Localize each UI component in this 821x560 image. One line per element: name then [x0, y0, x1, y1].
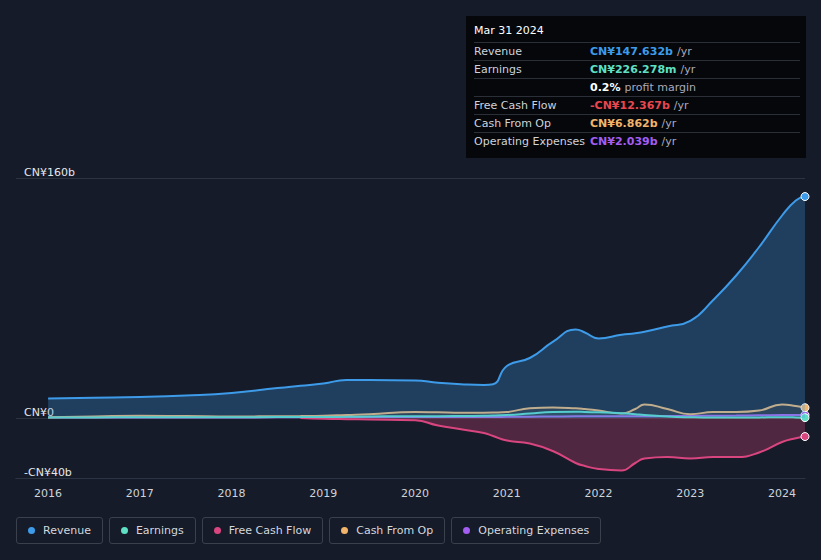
svg-text:2019: 2019 [309, 487, 337, 500]
svg-text:2023: 2023 [676, 487, 704, 500]
svg-text:2018: 2018 [218, 487, 246, 500]
html-text:Earnings: Earnings [474, 63, 522, 76]
svg-text:-CN¥40b: -CN¥40b [24, 466, 72, 479]
html-text:Earnings: Earnings [135, 524, 184, 537]
svg-text:2020: 2020 [401, 487, 429, 500]
html-text:Free Cash Flow: Free Cash Flow [474, 99, 557, 112]
html-text:CN¥226.278m /yr: CN¥226.278m /yr [590, 63, 696, 76]
html-text:Operating Expenses: Operating Expenses [478, 524, 590, 537]
svg-text:2021: 2021 [493, 487, 521, 500]
html-text:0.2% profit margin: 0.2% profit margin [590, 81, 696, 94]
svg-text:CN¥0: CN¥0 [24, 406, 54, 419]
html-text:CN¥2.039b /yr: CN¥2.039b /yr [590, 135, 677, 148]
svg-text:2017: 2017 [126, 487, 154, 500]
svg-text:2024: 2024 [768, 487, 796, 500]
html-text:Cash From Op: Cash From Op [474, 117, 551, 130]
html-text:Revenue: Revenue [474, 45, 522, 58]
svg-text:2022: 2022 [585, 487, 613, 500]
html-text:Revenue: Revenue [43, 524, 91, 537]
html-text:Operating Expenses: Operating Expenses [474, 135, 585, 148]
svg-text:CN¥160b: CN¥160b [24, 166, 75, 179]
html-text:CN¥147.632b /yr: CN¥147.632b /yr [590, 45, 692, 58]
html-text:Free Cash Flow: Free Cash Flow [228, 524, 312, 537]
svg-text:2016: 2016 [34, 487, 62, 500]
html-text:Cash From Op: Cash From Op [356, 524, 434, 537]
html-text:CN¥6.862b /yr: CN¥6.862b /yr [590, 117, 677, 130]
html-text:-CN¥12.367b /yr: -CN¥12.367b /yr [590, 99, 689, 112]
html-text:Mar 31 2024: Mar 31 2024 [474, 24, 544, 37]
